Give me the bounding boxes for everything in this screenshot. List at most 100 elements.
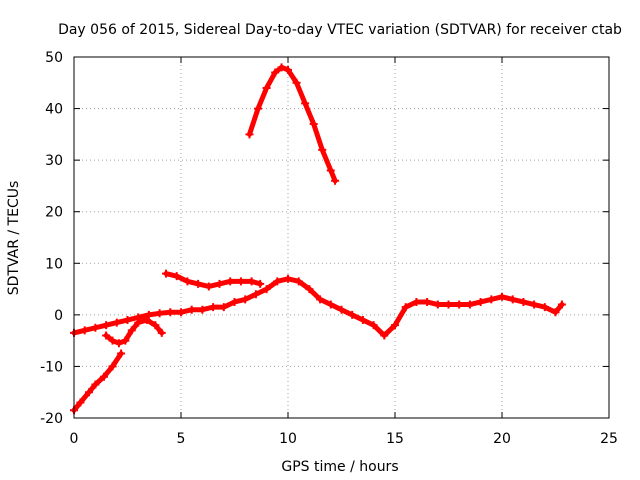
data-point [316,295,325,304]
data-point [134,318,143,327]
data-point [127,326,136,335]
data-point [236,277,245,286]
y-tick-label: 10 [45,256,63,272]
y-tick-label: 0 [54,308,63,324]
data-point [530,300,539,309]
data-point [172,272,181,281]
series-main-trace [70,274,566,340]
data-point [102,321,111,330]
series-segment-upper-band [162,269,265,291]
data-point [476,297,485,306]
y-tick-labels: -20 -10 0 10 20 30 40 50 [40,50,63,427]
data-point [391,321,399,330]
data-point [348,310,357,319]
data-point [162,269,171,278]
data-point [91,323,100,332]
x-tick-labels: 0 5 10 15 20 25 [70,431,618,447]
data-point [209,303,218,312]
data-point [540,303,549,312]
data-point [114,339,123,348]
y-axis-label: SDTVAR / TECUs [6,181,22,296]
data-point [241,295,250,304]
data-point [557,300,566,309]
data-point [358,316,367,325]
data-point [102,331,111,340]
data-point [194,279,203,288]
data-point [284,274,292,283]
y-tick-label: 50 [45,50,63,66]
data-point [262,285,271,294]
data-point [465,300,474,309]
data-point [226,277,235,286]
x-tick-label: 25 [600,431,618,447]
y-tick-label: 30 [45,153,63,169]
data-point [444,300,453,309]
x-tick-label: 15 [386,431,404,447]
x-tick-label: 20 [493,431,511,447]
data-point [273,277,282,286]
data-point [508,295,517,304]
data-point [76,398,85,407]
data-point [318,145,327,154]
data-point [117,349,126,358]
y-tick-label: -10 [40,359,63,375]
data-point [305,285,314,294]
data-point [151,321,160,330]
axis-ticks [73,56,610,419]
data-point [326,300,335,309]
data-point [292,78,301,87]
data-point [277,63,286,72]
data-point [331,176,340,185]
data-point [256,279,265,288]
chart-title: Day 056 of 2015, Sidereal Day-to-day VTE… [58,22,622,38]
data-point [187,305,196,314]
data-point [230,297,239,306]
data-point [309,120,318,129]
data-point [254,104,263,113]
data-point [121,336,130,345]
data-point [423,297,432,306]
series-segment-peak [245,63,340,185]
data-point [294,277,303,286]
data-point [412,297,421,306]
data-point [519,297,528,306]
data-point [108,336,117,345]
data-point [112,318,121,327]
data-point [123,316,132,325]
data-point [91,380,100,389]
data-point [215,279,224,288]
data-point [337,305,346,314]
data-point [183,277,192,286]
plot-area [70,63,566,415]
y-tick-label: 20 [45,205,63,221]
data-point [198,305,207,314]
data-point [551,308,560,317]
data-point [369,321,378,330]
data-point [142,316,151,325]
data-point [498,292,506,301]
data-point [455,300,464,309]
data-point [271,68,280,77]
data-point [108,362,117,371]
data-point [284,65,292,74]
data-point [247,277,256,286]
data-point [433,300,442,309]
data-point [80,326,89,335]
y-tick-label: 40 [45,102,63,118]
x-tick-label: 10 [279,431,297,447]
series-segment-dip [102,316,166,348]
data-point [144,310,153,319]
data-point [219,303,228,312]
data-point [487,295,496,304]
plot-frame [73,56,610,419]
data-point [262,83,271,92]
data-point [401,303,410,312]
grid [74,57,609,418]
y-tick-label: -20 [40,411,63,427]
data-point [251,290,260,299]
data-point [301,99,310,108]
data-point [204,282,213,291]
data-point [99,372,108,381]
